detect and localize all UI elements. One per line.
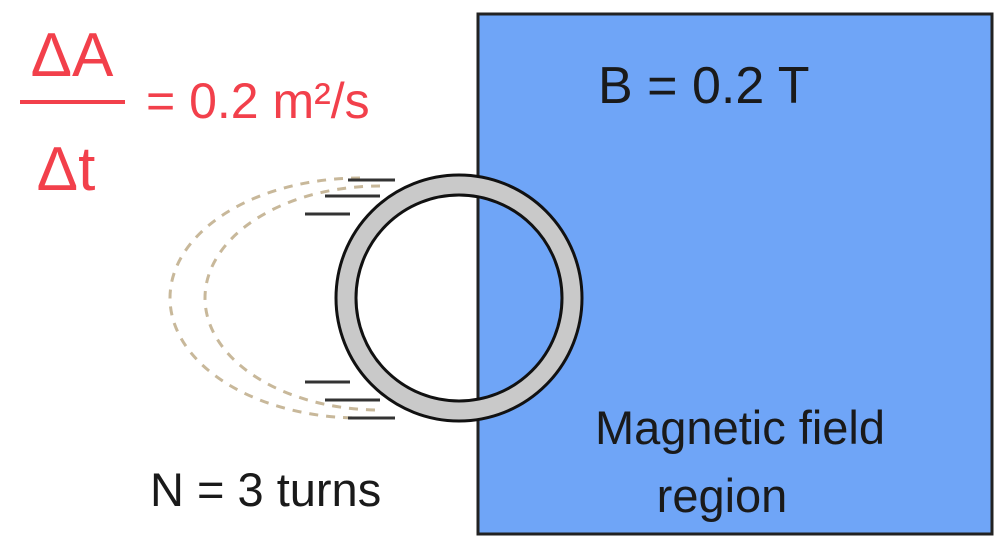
rate-value: = 0.2 m²/s — [146, 73, 370, 129]
region-label: region — [657, 469, 788, 522]
diagram: ΔA Δt = 0.2 m²/s B = 0.2 T Magnetic fiel… — [0, 0, 994, 536]
rate-denominator: Δt — [37, 135, 96, 204]
field-strength: B = 0.2 T — [598, 57, 810, 115]
region-label: Magnetic field — [595, 401, 885, 454]
coil-turns: N = 3 turns — [150, 463, 381, 516]
rate-numerator: ΔA — [31, 21, 114, 90]
